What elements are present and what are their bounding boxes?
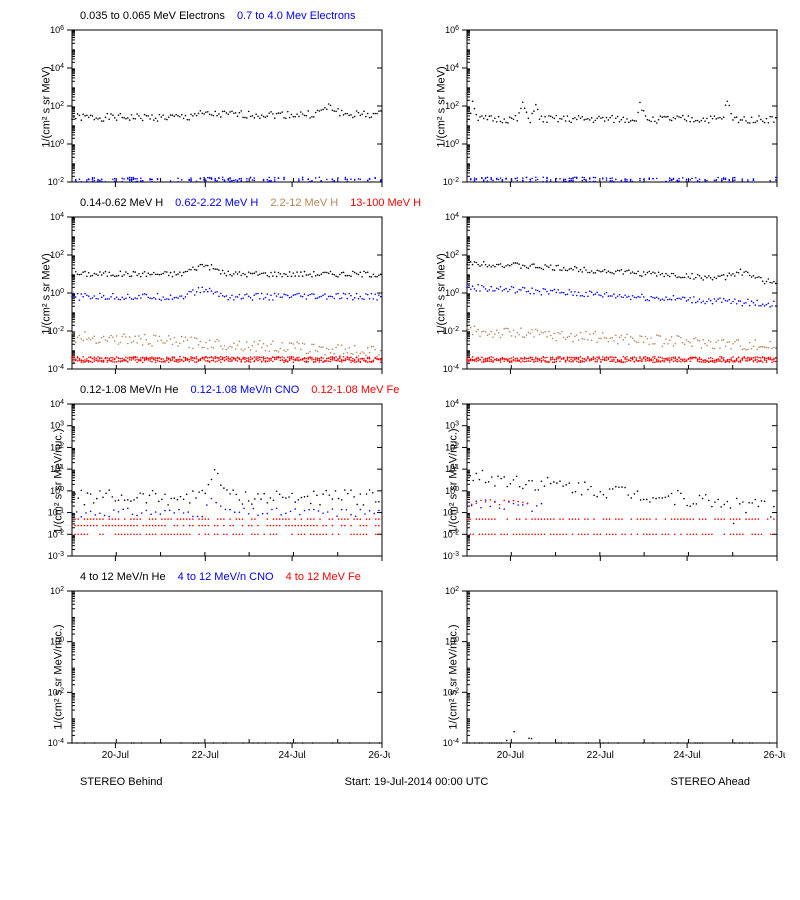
figure-root: 0.035 to 0.065 MeV Electrons 0.7 to 4.0 M… bbox=[10, 10, 790, 788]
chart-svg: 10-2100102104106 bbox=[10, 24, 390, 189]
legend-item: 0.12-1.08 MeV/n CNO bbox=[190, 384, 299, 396]
legend-electrons: 0.035 to 0.065 MeV Electrons 0.7 to 4.0 M… bbox=[80, 10, 790, 22]
svg-text:10-3: 10-3 bbox=[443, 551, 459, 562]
svg-text:26-Jul: 26-Jul bbox=[763, 750, 785, 761]
chart-svg: 10-310-210-1100101102103104 bbox=[10, 398, 390, 563]
y-axis-label: 1/(cm² s sr MeV) bbox=[41, 253, 53, 334]
y-axis-label: 1/(cm² s sr MeV) bbox=[41, 66, 53, 147]
svg-text:24-Jul: 24-Jul bbox=[278, 750, 305, 761]
legend-item: 2.2-12 MeV H bbox=[270, 197, 338, 209]
legend-heavy_high: 4 to 12 MeV/n He 4 to 12 MeV/n CNO 4 to 12… bbox=[80, 571, 790, 583]
y-axis-label: 1/(cm² s sr MeV/nuc.) bbox=[448, 624, 460, 729]
svg-text:104: 104 bbox=[445, 399, 459, 410]
panel-heavy_high-left: 1/(cm² s sr MeV/nuc.)10-410-210010220-Ju… bbox=[10, 585, 395, 768]
svg-text:22-Jul: 22-Jul bbox=[587, 750, 614, 761]
legend-item: 0.62-2.22 MeV H bbox=[175, 197, 258, 209]
legend-item: 4 to 12 MeV Fe bbox=[286, 571, 361, 583]
legend-heavy_low: 0.12-1.08 MeV/n He 0.12-1.08 MeV/n CNO 0.1… bbox=[80, 384, 790, 396]
panel-electrons-right: 1/(cm² s sr MeV)10-2100102104106 bbox=[405, 24, 790, 189]
svg-text:20-Jul: 20-Jul bbox=[102, 750, 129, 761]
y-axis-label: 1/(cm² s sr MeV/nuc.) bbox=[53, 428, 65, 533]
panel-row-electrons: 1/(cm² s sr MeV)10-21001021041061/(cm² s… bbox=[10, 24, 790, 189]
svg-text:10-2: 10-2 bbox=[48, 177, 64, 188]
panel-electrons-left: 1/(cm² s sr MeV)10-2100102104106 bbox=[10, 24, 395, 189]
svg-text:102: 102 bbox=[445, 586, 459, 597]
legend-item: 0.7 to 4.0 Mev Electrons bbox=[237, 10, 356, 22]
panel-hydrogen-right: 1/(cm² s sr MeV)10-410-2100102104 bbox=[405, 211, 790, 376]
svg-text:10-3: 10-3 bbox=[48, 551, 64, 562]
legend-item: 0.14-0.62 MeV H bbox=[80, 197, 163, 209]
legend-item: 4 to 12 MeV/n CNO bbox=[178, 571, 274, 583]
svg-text:10-4: 10-4 bbox=[48, 738, 64, 749]
panel-hydrogen-left: 1/(cm² s sr MeV)10-410-2100102104 bbox=[10, 211, 395, 376]
y-axis-label: 1/(cm² s sr MeV/nuc.) bbox=[448, 428, 460, 533]
legend-item: 0.12-1.08 MeV/n He bbox=[80, 384, 178, 396]
chart-svg: 10-2100102104106 bbox=[405, 24, 785, 189]
panel-heavy_low-right: 1/(cm² s sr MeV/nuc.)10-310-210-11001011… bbox=[405, 398, 790, 563]
chart-svg: 10-410-2100102104 bbox=[10, 211, 390, 376]
svg-text:10-4: 10-4 bbox=[443, 738, 459, 749]
svg-text:104: 104 bbox=[50, 212, 64, 223]
svg-text:10-4: 10-4 bbox=[443, 364, 459, 375]
y-axis-label: 1/(cm² s sr MeV/nuc.) bbox=[53, 624, 65, 729]
legend-item: 4 to 12 MeV/n He bbox=[80, 571, 166, 583]
svg-text:104: 104 bbox=[50, 399, 64, 410]
figure-footer: STEREO Behind Start: 19-Jul-2014 00:00 UT… bbox=[80, 776, 750, 788]
svg-text:26-Jul: 26-Jul bbox=[368, 750, 390, 761]
svg-text:10-2: 10-2 bbox=[443, 177, 459, 188]
chart-svg: 10-310-210-1100101102103104 bbox=[405, 398, 785, 563]
start-time-label: Start: 19-Jul-2014 00:00 UTC bbox=[345, 776, 489, 788]
column-label-right: STEREO Ahead bbox=[670, 776, 750, 788]
svg-text:106: 106 bbox=[50, 25, 64, 36]
panel-row-heavy_high: 1/(cm² s sr MeV/nuc.)10-410-210010220-Ju… bbox=[10, 585, 790, 768]
legend-hydrogen: 0.14-0.62 MeV H 0.62-2.22 MeV H 2.2-12 MeV… bbox=[80, 197, 790, 209]
svg-text:20-Jul: 20-Jul bbox=[497, 750, 524, 761]
legend-item: 0.035 to 0.065 MeV Electrons bbox=[80, 10, 225, 22]
chart-svg: 10-410-210010220-Jul22-Jul24-Jul26-Jul bbox=[405, 585, 785, 768]
svg-text:22-Jul: 22-Jul bbox=[192, 750, 219, 761]
chart-svg: 10-410-210010220-Jul22-Jul24-Jul26-Jul bbox=[10, 585, 390, 768]
svg-text:106: 106 bbox=[445, 25, 459, 36]
svg-text:104: 104 bbox=[445, 212, 459, 223]
panel-heavy_high-right: 1/(cm² s sr MeV/nuc.)10-410-210010220-Ju… bbox=[405, 585, 790, 768]
panel-heavy_low-left: 1/(cm² s sr MeV/nuc.)10-310-210-11001011… bbox=[10, 398, 395, 563]
column-label-left: STEREO Behind bbox=[80, 776, 163, 788]
chart-svg: 10-410-2100102104 bbox=[405, 211, 785, 376]
svg-text:10-4: 10-4 bbox=[48, 364, 64, 375]
panel-row-hydrogen: 1/(cm² s sr MeV)10-410-21001021041/(cm² … bbox=[10, 211, 790, 376]
svg-text:102: 102 bbox=[50, 586, 64, 597]
y-axis-label: 1/(cm² s sr MeV) bbox=[436, 66, 448, 147]
y-axis-label: 1/(cm² s sr MeV) bbox=[436, 253, 448, 334]
legend-item: 0.12-1.08 MeV Fe bbox=[311, 384, 399, 396]
legend-item: 13-100 MeV H bbox=[350, 197, 421, 209]
svg-text:24-Jul: 24-Jul bbox=[673, 750, 700, 761]
panel-row-heavy_low: 1/(cm² s sr MeV/nuc.)10-310-210-11001011… bbox=[10, 398, 790, 563]
